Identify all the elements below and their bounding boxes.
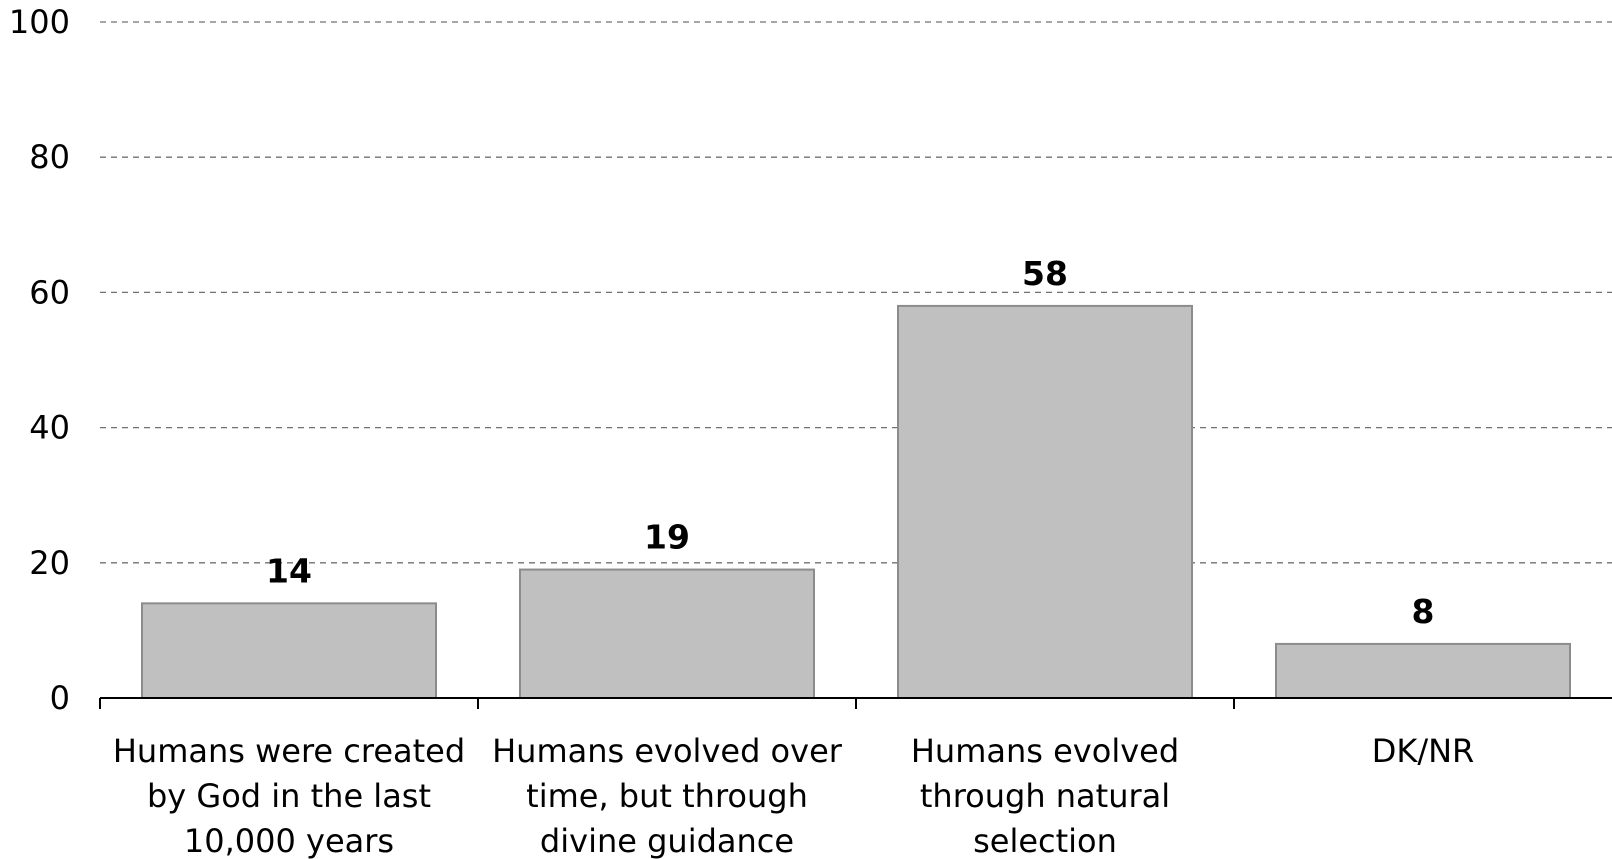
data-label: 14 — [266, 551, 312, 590]
bar — [519, 568, 815, 699]
x-tick-label-line: DK/NR — [1372, 732, 1475, 770]
x-tick-label-line: selection — [973, 822, 1117, 859]
x-axis-tick-labels: Humans were created by God in the last 10,… — [113, 732, 1474, 859]
bar — [1275, 642, 1571, 699]
x-tick-label-line: by God in the last — [147, 777, 431, 815]
y-tick-label: 100 — [9, 3, 70, 41]
x-tick-label-line: Humans evolved — [911, 732, 1179, 770]
x-tick-label-line: divine guidance — [540, 822, 794, 859]
y-axis-tick-labels: 0 20 40 60 80 100 — [9, 3, 70, 717]
y-tick-label: 60 — [29, 273, 70, 311]
bar — [141, 602, 437, 699]
x-tick-label-line: time, but through — [526, 777, 808, 815]
y-tick-label: 20 — [29, 544, 70, 582]
data-labels: 14 19 58 8 — [266, 254, 1434, 631]
x-tick-label-line: Humans were created — [113, 732, 465, 770]
x-tick-label: Humans were created by God in the last 10,… — [113, 732, 465, 859]
x-axis — [99, 697, 1612, 709]
y-tick-label: 80 — [29, 138, 70, 176]
data-label: 8 — [1412, 592, 1435, 631]
y-tick-label: 0 — [50, 679, 70, 717]
gridlines — [100, 21, 1612, 564]
data-label: 58 — [1022, 254, 1068, 293]
x-tick-label: Humans evolved over time, but through divi… — [492, 732, 843, 859]
x-tick-label-line: Humans evolved over — [492, 732, 843, 770]
x-tick-label-line: through natural — [920, 777, 1170, 815]
bar — [897, 304, 1193, 699]
bars — [141, 304, 1571, 699]
x-tick-label: Humans evolved through natural selection — [911, 732, 1179, 859]
x-tick-label: DK/NR — [1372, 732, 1475, 770]
x-tick-label-line: 10,000 years — [184, 822, 394, 859]
y-tick-label: 40 — [29, 409, 70, 447]
data-label: 19 — [644, 518, 690, 557]
